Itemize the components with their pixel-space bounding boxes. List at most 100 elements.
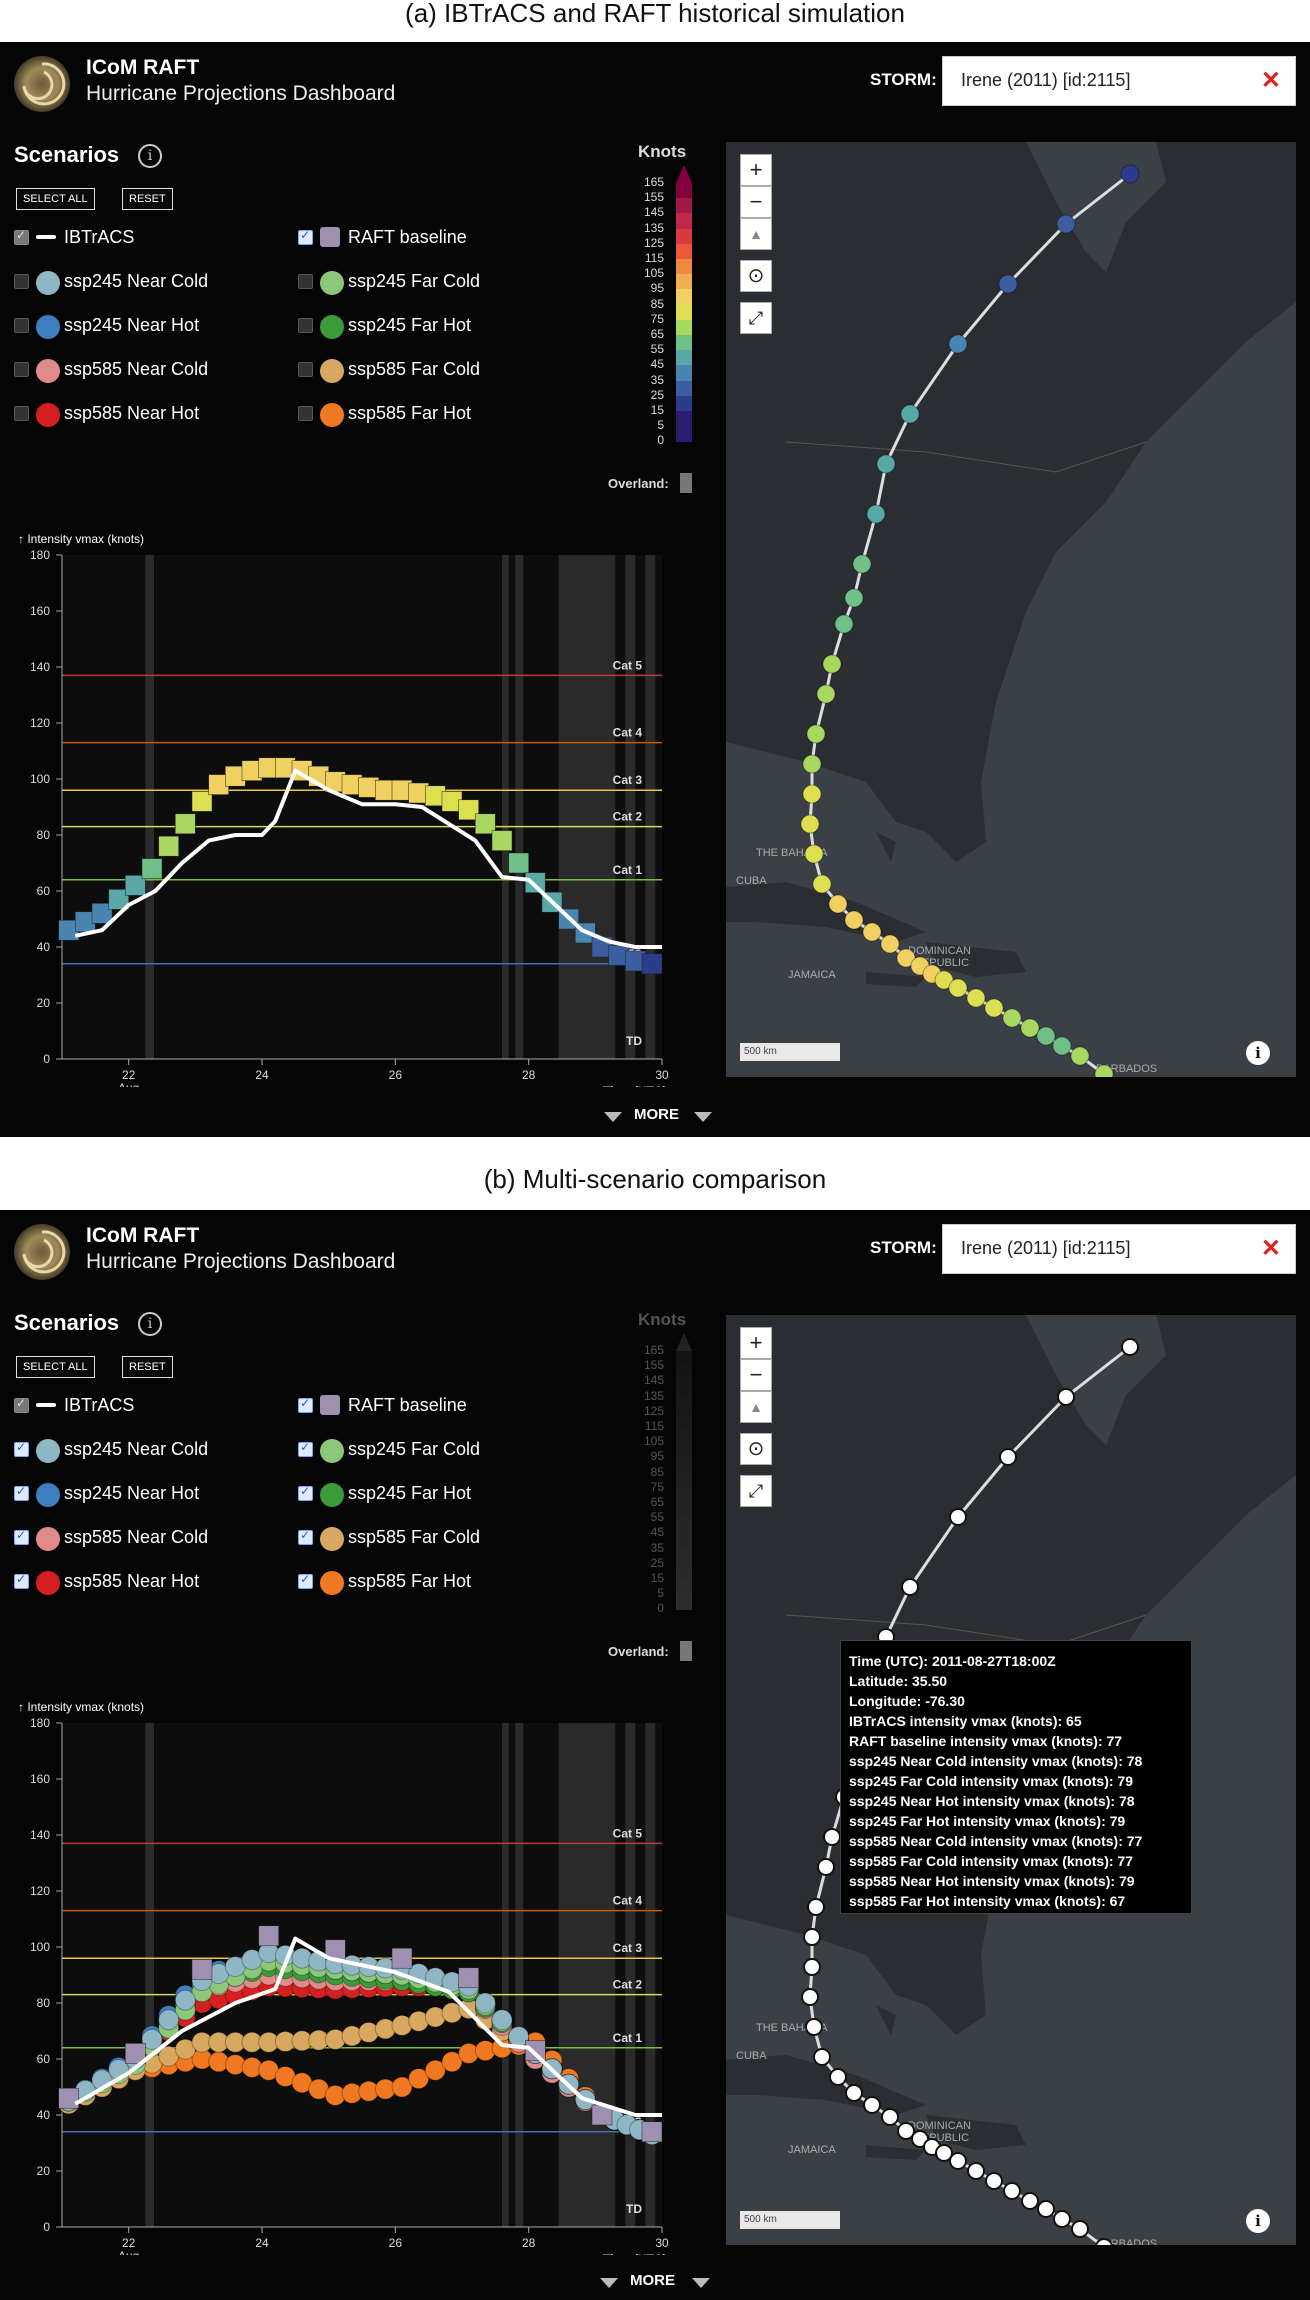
storm-track-point [845, 2084, 863, 2102]
reset-button[interactable]: RESET [122, 1356, 173, 1378]
storm-track-point [967, 2162, 985, 2180]
y-tick-label: 20 [37, 2164, 51, 2178]
overland-band [645, 1723, 656, 2227]
colorbar-segment [676, 1381, 692, 1398]
clear-icon[interactable]: ✕ [1260, 67, 1281, 94]
legend-checkbox[interactable] [14, 362, 29, 377]
storm-select[interactable]: Irene (2011) [id:2115] ✕ [942, 56, 1296, 106]
legend-checkbox[interactable] [298, 1528, 313, 1545]
colorbar-segment [676, 350, 692, 367]
compass-icon[interactable]: ▲ [740, 1391, 772, 1423]
zoom-out-button[interactable]: − [740, 186, 772, 218]
overland-band [558, 555, 616, 1059]
overland-band [625, 1723, 636, 2227]
legend-label: ssp245 Far Hot [348, 1483, 472, 1503]
legend-checkbox[interactable] [298, 1484, 313, 1501]
storm-select[interactable]: Irene (2011) [id:2115] ✕ [942, 1224, 1296, 1274]
x-tick-sublabel: Aug [118, 1081, 139, 1087]
info-icon[interactable]: i [138, 144, 162, 168]
tooltip-line: IBTrACS intensity vmax (knots): 65 [849, 1713, 1082, 1729]
storm-track-point [828, 894, 848, 914]
select-all-button[interactable]: SELECT ALL [16, 1356, 95, 1378]
fullscreen-icon[interactable]: ⤢ [740, 1475, 772, 1507]
locate-icon[interactable]: ⊙ [740, 260, 772, 292]
more-left-arrow-icon[interactable] [604, 1112, 622, 1122]
legend-checkbox[interactable] [14, 1484, 29, 1501]
storm-value: Irene (2011) [id:2115] [961, 1238, 1131, 1258]
legend-label: ssp245 Far Cold [348, 1439, 481, 1459]
locate-icon[interactable]: ⊙ [740, 1433, 772, 1465]
map-a[interactable]: THE BAHAMA CUBA JAMAICA DOMINICAN REPUBLIC BA… [726, 142, 1296, 1077]
storm-track-point [1021, 2192, 1039, 2210]
legend-checkbox[interactable] [14, 1396, 29, 1413]
legend-checkbox[interactable] [14, 1572, 29, 1589]
legend-label: RAFT baseline [348, 1395, 467, 1415]
series-marker-raft-baseline [508, 852, 529, 874]
map-label: JAMAICA [788, 969, 836, 981]
legend-checkbox[interactable] [14, 1528, 29, 1545]
legend-label: ssp245 Near Cold [64, 271, 209, 291]
legend-checkbox[interactable] [14, 228, 29, 245]
legend-checkbox[interactable] [298, 318, 313, 333]
legend-checkbox[interactable] [298, 1440, 313, 1457]
legend-checkbox[interactable] [298, 362, 313, 377]
colorbar-tick: 165 [643, 175, 664, 189]
map-label: JAMAICA [788, 2144, 836, 2156]
select-all-button[interactable]: SELECT ALL [16, 188, 95, 210]
legend-checkbox[interactable] [14, 318, 29, 333]
map-label: CUBA [736, 2050, 767, 2062]
y-tick-label: 40 [37, 2108, 51, 2122]
legend-label: IBTrACS [64, 227, 135, 247]
legend-swatch [36, 1527, 60, 1551]
legend-checkbox[interactable] [298, 406, 313, 421]
map-info-icon[interactable]: i [1246, 1041, 1270, 1065]
colorbar-segment [676, 1563, 692, 1580]
series-marker-raft-baseline [158, 835, 179, 857]
dashboard-panel-a: ICoM RAFT Hurricane Projections Dashboar… [0, 42, 1310, 1137]
series-marker-raft-baseline [125, 2043, 146, 2064]
legend-checkbox[interactable] [298, 1572, 313, 1589]
clear-icon[interactable]: ✕ [1260, 1235, 1281, 1262]
overland-label: Overland: [608, 476, 669, 491]
more-right-arrow-icon[interactable] [692, 2278, 710, 2288]
reset-button[interactable]: RESET [122, 188, 173, 210]
legend-label: ssp585 Far Cold [348, 1527, 481, 1547]
legend-swatch [320, 1483, 344, 1507]
legend-swatch [36, 1571, 60, 1595]
zoom-in-button[interactable]: + [740, 1327, 772, 1359]
zoom-in-button[interactable]: + [740, 154, 772, 186]
legend-label: ssp245 Near Hot [64, 1483, 200, 1503]
storm-track-point [802, 754, 822, 774]
legend-checkbox[interactable] [298, 274, 313, 289]
series-marker-raft-baseline [108, 889, 129, 910]
fullscreen-icon[interactable]: ⤢ [740, 302, 772, 334]
category-label: Cat 5 [613, 658, 643, 672]
tooltip-line: ssp585 Far Cold intensity vmax (knots): … [849, 1853, 1133, 1869]
colorbar-segment [676, 304, 692, 321]
storm-track-point [807, 1898, 825, 1916]
more-button[interactable]: MORE [630, 2272, 675, 2289]
info-icon[interactable]: i [138, 1312, 162, 1336]
map-info-icon[interactable]: i [1246, 2209, 1270, 2233]
zoom-out-button[interactable]: − [740, 1359, 772, 1391]
series-marker-ssp245-near-cold [474, 1992, 496, 2014]
colorbar-tick: 55 [650, 1510, 664, 1525]
y-tick-label: 60 [37, 884, 51, 898]
app-subtitle: Hurricane Projections Dashboard [86, 82, 396, 105]
more-left-arrow-icon[interactable] [600, 2278, 618, 2288]
legend-checkbox[interactable] [14, 406, 29, 421]
colorbar-segment [676, 183, 692, 200]
legend-checkbox[interactable] [14, 274, 29, 289]
legend-swatch [36, 271, 60, 295]
legend-checkbox[interactable] [298, 228, 313, 245]
category-label: Cat 1 [613, 2031, 643, 2045]
storm-track-point [817, 1858, 835, 1876]
chart-y-title: ↑ Intensity vmax (knots) [18, 1700, 145, 1714]
legend-checkbox[interactable] [14, 1440, 29, 1457]
more-button[interactable]: MORE [634, 1106, 679, 1123]
compass-icon[interactable]: ▲ [740, 218, 772, 250]
legend-checkbox[interactable] [298, 1396, 313, 1413]
more-right-arrow-icon[interactable] [694, 1112, 712, 1122]
